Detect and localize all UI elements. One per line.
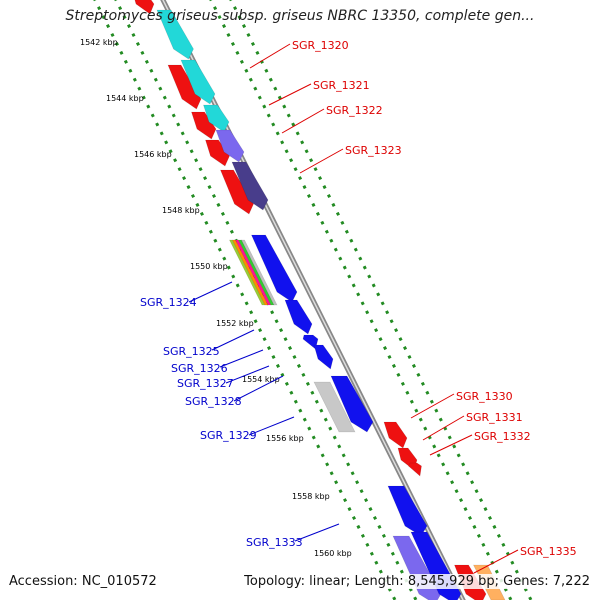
gene-sgr-1323b-darkslate[interactable] xyxy=(231,161,269,211)
gene-label-right[interactable]: SGR_1331 xyxy=(466,411,523,424)
ruler-tick-label: 1550 kbp xyxy=(190,262,228,271)
ruler-tick-label: 1560 kbp xyxy=(314,549,352,558)
gene-sgr-1330-red[interactable] xyxy=(383,421,408,449)
gene-label-leader-line xyxy=(429,434,473,456)
gene-label-left[interactable]: SGR_1328 xyxy=(185,395,242,408)
gene-label-right[interactable]: SGR_1321 xyxy=(313,79,370,92)
accession-value: NC_010572 xyxy=(81,574,157,589)
gene-label-leader-line xyxy=(233,375,284,402)
ruler-tick-label: 1544 kbp xyxy=(106,94,144,103)
topology-value: linear xyxy=(309,574,346,589)
gene-sgr-1320-red[interactable] xyxy=(167,64,202,110)
length-label: Length: xyxy=(354,574,404,589)
map-title: Streptomyces griseus subsp. griseus NBRC… xyxy=(65,8,535,24)
topology-label: Topology: xyxy=(244,574,305,589)
gene-sgr-1333-blue[interactable] xyxy=(387,485,428,537)
gene-sgr-1326-blue[interactable] xyxy=(284,299,313,335)
gene-label-right[interactable]: SGR_1323 xyxy=(345,144,402,157)
gene-label-right[interactable]: SGR_1322 xyxy=(326,104,383,117)
gene-label-left[interactable]: SGR_1325 xyxy=(163,345,220,358)
ruler-tick-label: 1552 kbp xyxy=(216,319,254,328)
accession-info: Accession: NC_010572 xyxy=(9,574,157,589)
gene-label-leader-line xyxy=(249,43,291,69)
genes-value: 7,222 xyxy=(552,574,590,589)
gene-sgr-1321-cyan[interactable] xyxy=(180,59,216,105)
gene-label-left[interactable]: SGR_1326 xyxy=(171,362,228,375)
gene-label-left[interactable]: SGR_1324 xyxy=(140,296,197,309)
gene-label-leader-line xyxy=(299,148,344,174)
gene-sgr-1324-band-5[interactable] xyxy=(241,239,278,306)
gene-label-leader-line xyxy=(225,365,270,384)
gene-sgr-1323b-red[interactable] xyxy=(220,169,254,215)
gene-label-leader-line xyxy=(473,549,519,574)
gene-label-left[interactable]: SGR_1329 xyxy=(200,429,257,442)
gene-label-leader-line xyxy=(219,349,264,368)
ruler-tick-label: 1546 kbp xyxy=(134,150,172,159)
ruler-tick-label: 1548 kbp xyxy=(162,206,200,215)
gene-label-right[interactable]: SGR_1330 xyxy=(456,390,513,403)
length-value: 8,545,929 bp xyxy=(407,574,495,589)
gene-label-leader-line xyxy=(211,329,255,351)
gene-label-leader-line xyxy=(248,416,295,436)
gene-sgr-1322-red[interactable] xyxy=(191,111,217,140)
gene-sgr-1323-red[interactable] xyxy=(205,139,230,167)
gene-sgr-1319-red[interactable] xyxy=(132,0,155,15)
gene-sgr-1323-lavender[interactable] xyxy=(215,129,245,163)
genome-stats: Topology: linear; Length: 8,545,929 bp; … xyxy=(244,574,590,589)
gene-label-right[interactable]: SGR_1335 xyxy=(520,545,577,558)
gene-sgr-1332-red[interactable] xyxy=(408,462,422,477)
gene-sgr-1328-blue[interactable] xyxy=(313,344,334,370)
gene-label-leader-line xyxy=(281,108,325,134)
gene-label-leader-line xyxy=(410,393,455,419)
gene-label-right[interactable]: SGR_1320 xyxy=(292,39,349,52)
gene-label-leader-line xyxy=(294,523,340,542)
ruler-tick-label: 1558 kbp xyxy=(292,492,330,501)
genes-label: Genes: xyxy=(503,574,549,589)
gene-label-leader-line xyxy=(188,281,233,303)
ruler-tick-label: 1556 kbp xyxy=(266,434,304,443)
gene-sgr-1322-cyan[interactable] xyxy=(203,104,230,133)
gene-sgr-1329-gray[interactable] xyxy=(313,381,356,433)
gene-sgr-1329-blue[interactable] xyxy=(330,375,374,433)
gene-label-leader-line xyxy=(422,415,465,441)
gene-label-left[interactable]: SGR_1333 xyxy=(246,536,303,549)
gene-label-left[interactable]: SGR_1327 xyxy=(177,377,234,390)
gene-label-leader-line xyxy=(268,83,312,106)
ruler-tick-label: 1554 kbp xyxy=(242,375,280,384)
accession-label: Accession: xyxy=(9,574,78,589)
gene-label-right[interactable]: SGR_1332 xyxy=(474,430,531,443)
ruler-tick-label: 1542 kbp xyxy=(80,38,118,47)
gene-sgr-1325-blue[interactable] xyxy=(251,234,298,303)
gene-sgr-1320-cyan[interactable] xyxy=(156,9,194,60)
